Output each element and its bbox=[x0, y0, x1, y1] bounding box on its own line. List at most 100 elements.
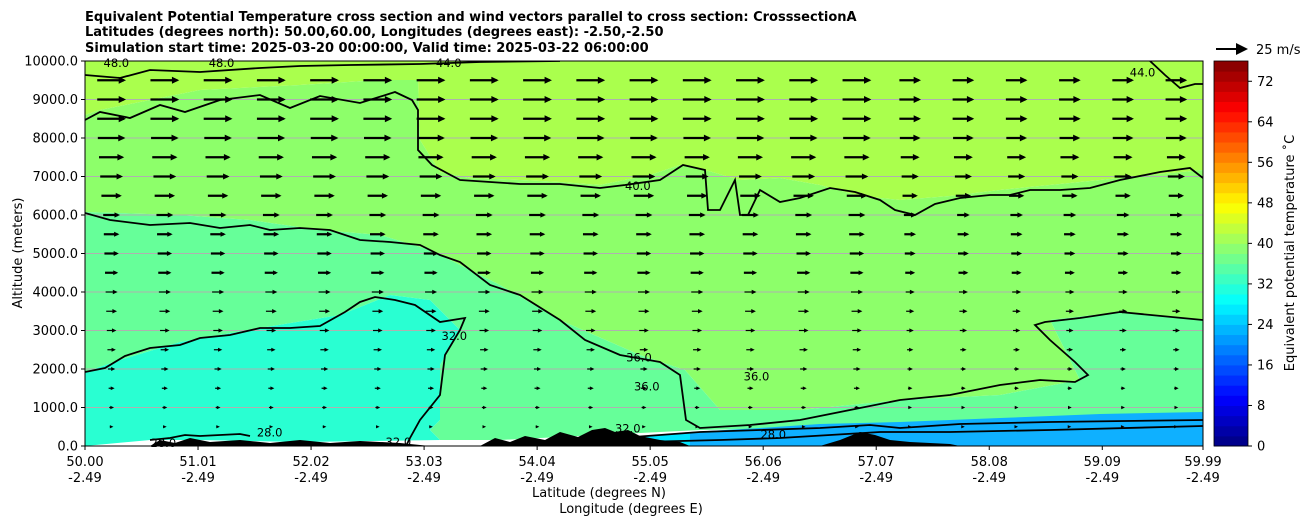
wind-vector bbox=[153, 173, 177, 180]
wind-vector bbox=[1014, 425, 1019, 429]
chart-title-line-3: Simulation start time: 2025-03-20 00:00:… bbox=[85, 41, 649, 56]
contour-label: 44.0 bbox=[1130, 65, 1156, 79]
wind-vector bbox=[1062, 192, 1078, 199]
contour-label: 32.0 bbox=[386, 435, 412, 449]
wind-vector bbox=[376, 425, 380, 429]
wind-vector bbox=[427, 367, 435, 371]
wind-vector bbox=[529, 231, 546, 237]
wind-vector bbox=[1112, 134, 1134, 142]
wind-vector bbox=[159, 309, 171, 314]
wind-vector bbox=[322, 405, 327, 410]
wind-vector bbox=[371, 270, 385, 276]
x-tick-label-lon: -2.49 bbox=[407, 471, 441, 486]
wind-vector bbox=[745, 309, 756, 314]
x-axis: 50.00-2.4951.01-2.4952.02-2.4953.03-2.49… bbox=[66, 446, 1222, 486]
colorbar-band bbox=[1214, 162, 1248, 173]
contour-28-left bbox=[149, 433, 251, 441]
theta-e-fill-layer bbox=[85, 61, 1203, 446]
wind-vector bbox=[534, 386, 541, 391]
wind-vector bbox=[416, 76, 446, 84]
wind-vector bbox=[150, 96, 180, 103]
wind-vector bbox=[213, 347, 223, 352]
wind-vector bbox=[629, 96, 659, 103]
wind-vector bbox=[746, 347, 755, 352]
wind-vector bbox=[853, 367, 861, 371]
y-tick-label: 10000.0 bbox=[24, 55, 78, 70]
wind-vector bbox=[1011, 251, 1023, 256]
wind-vector bbox=[959, 309, 968, 314]
wind-vector bbox=[907, 386, 913, 391]
region-mid-green bbox=[85, 80, 1203, 410]
wind-vector bbox=[374, 386, 381, 391]
wind-vector bbox=[684, 154, 710, 161]
wind-vector bbox=[1014, 386, 1019, 391]
wind-vector bbox=[533, 347, 542, 352]
wind-vector bbox=[905, 289, 915, 295]
wind-vector bbox=[103, 212, 121, 218]
wind-vector bbox=[264, 270, 278, 276]
wind-vector bbox=[1066, 328, 1074, 333]
wind-vector bbox=[97, 134, 126, 142]
colorbar-band bbox=[1214, 405, 1248, 417]
colorbar-band bbox=[1214, 71, 1248, 82]
wind-vector bbox=[640, 367, 648, 371]
wind-vector bbox=[1167, 173, 1185, 180]
wind-vector bbox=[960, 347, 967, 352]
wind-vector bbox=[845, 173, 869, 180]
wind-vector bbox=[1118, 270, 1129, 276]
wind-vector bbox=[1067, 367, 1073, 371]
colorbar: 0 8 16 24 32 40 48 56 64 72 Equivalent potential … bbox=[1213, 60, 1298, 455]
wind-vector bbox=[952, 96, 975, 103]
wind-vector bbox=[263, 231, 280, 237]
colorbar-band bbox=[1214, 314, 1248, 325]
contour-36 bbox=[85, 212, 1203, 429]
wind-vector bbox=[585, 309, 597, 314]
wind-vector bbox=[901, 173, 919, 180]
wind-vector bbox=[310, 76, 339, 84]
wind-vector bbox=[687, 192, 708, 199]
wind-vector bbox=[268, 386, 275, 391]
wind-vector bbox=[417, 134, 445, 142]
wind-vector bbox=[1165, 96, 1188, 103]
wind-vector bbox=[791, 154, 817, 161]
wind-vector bbox=[1067, 405, 1072, 410]
colorbar-ticks: 0 8 16 24 32 40 48 56 64 72 bbox=[1248, 75, 1274, 455]
x-tick-label-lat: 57.07 bbox=[858, 455, 895, 470]
wind-vector bbox=[1005, 76, 1028, 84]
chart-title-line-2: Latitudes (degrees north): 50.00,60.00, … bbox=[85, 25, 664, 40]
wind-vector bbox=[479, 328, 490, 333]
wind-vector bbox=[416, 96, 446, 103]
wind-vector bbox=[1005, 115, 1028, 123]
wind-vector bbox=[100, 173, 124, 180]
colorbar-band bbox=[1214, 121, 1248, 133]
wind-vector bbox=[109, 425, 114, 429]
wind-vector bbox=[369, 212, 387, 218]
wind-vector bbox=[320, 347, 329, 352]
wind-vector bbox=[310, 134, 339, 142]
wind-vector bbox=[693, 367, 701, 371]
contour-label: 28.0 bbox=[760, 427, 786, 441]
wind-vector bbox=[1165, 76, 1188, 84]
wind-vector bbox=[416, 115, 446, 123]
wind-vector bbox=[694, 405, 700, 410]
wind-vector bbox=[319, 309, 330, 314]
wind-vector bbox=[1059, 134, 1081, 142]
wind-vector bbox=[588, 425, 593, 429]
colorbar-band bbox=[1214, 253, 1248, 265]
wind-vector bbox=[743, 270, 758, 276]
wind-vector bbox=[842, 115, 872, 123]
wind-vector bbox=[636, 231, 652, 237]
wind-vector bbox=[1013, 328, 1021, 333]
wind-vector bbox=[849, 251, 865, 256]
wind-vector bbox=[899, 96, 921, 103]
wind-vector bbox=[747, 386, 754, 391]
colorbar-band bbox=[1214, 111, 1248, 123]
colorbar-band bbox=[1214, 233, 1248, 244]
wind-vector bbox=[960, 367, 967, 371]
y-axis: 0.0 1000.0 2000.0 3000.0 4000.0 5000.0 6000.0 7… bbox=[24, 55, 85, 455]
wind-vector bbox=[530, 251, 545, 256]
wind-vector bbox=[532, 328, 543, 333]
wind-vector bbox=[899, 134, 921, 142]
wind-vector bbox=[689, 231, 706, 237]
wind-vector bbox=[363, 96, 393, 103]
